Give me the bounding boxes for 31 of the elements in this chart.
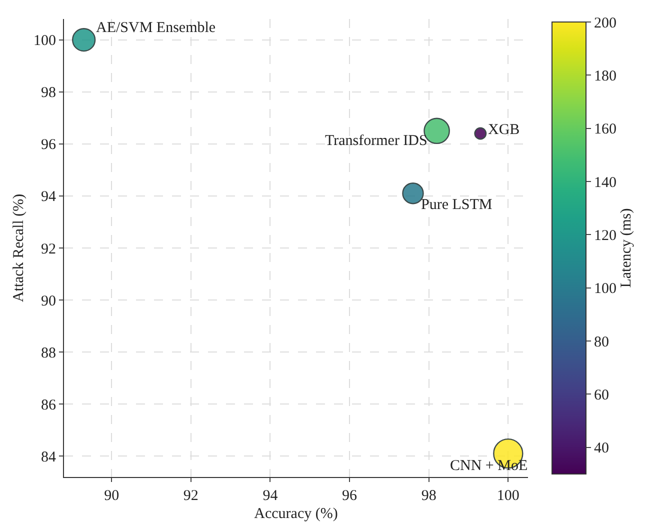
color-bar-label: 80 — [594, 334, 609, 350]
color-bar-label: 180 — [594, 68, 616, 84]
y-tick-label: 98 — [41, 85, 56, 102]
annotation: XGB — [488, 122, 520, 138]
annotation: Transformer IDS — [325, 133, 428, 149]
x-tick-label: 96 — [342, 488, 358, 504]
y-tick-label: 90 — [41, 293, 56, 310]
y-tick-label: 84 — [41, 449, 56, 466]
annotation: Pure LSTM — [421, 197, 492, 213]
x-tick-label: 100 — [496, 488, 520, 504]
color-bar-title: Latency (ms) — [618, 208, 634, 288]
y-tick-label: 94 — [41, 189, 56, 206]
color-bar-label: 160 — [594, 122, 616, 138]
x-tick-label: 98 — [421, 488, 436, 504]
color-bar-label: 120 — [594, 228, 616, 244]
y-axis-title: Attack Recall (%) — [10, 194, 27, 302]
y-tick-label: 88 — [41, 345, 56, 362]
color-bar-label: 140 — [594, 174, 616, 191]
color-bar-label: 40 — [594, 440, 609, 457]
color-bar-label: 60 — [594, 387, 609, 404]
y-tick-label: 86 — [41, 397, 56, 414]
annotation: AE/SVM Ensemble — [96, 20, 216, 36]
x-tick-label: 90 — [104, 488, 120, 504]
y-tick-label: 100 — [34, 33, 56, 50]
x-tick-label: 94 — [262, 488, 278, 504]
y-tick-label: 96 — [41, 137, 56, 154]
x-tick-label: 92 — [183, 488, 198, 504]
color-bar-label: 100 — [594, 281, 616, 298]
y-tick-label: 92 — [41, 241, 56, 258]
color-bar-label: 200 — [594, 15, 616, 32]
x-axis-title: Accuracy (%) — [254, 506, 338, 522]
